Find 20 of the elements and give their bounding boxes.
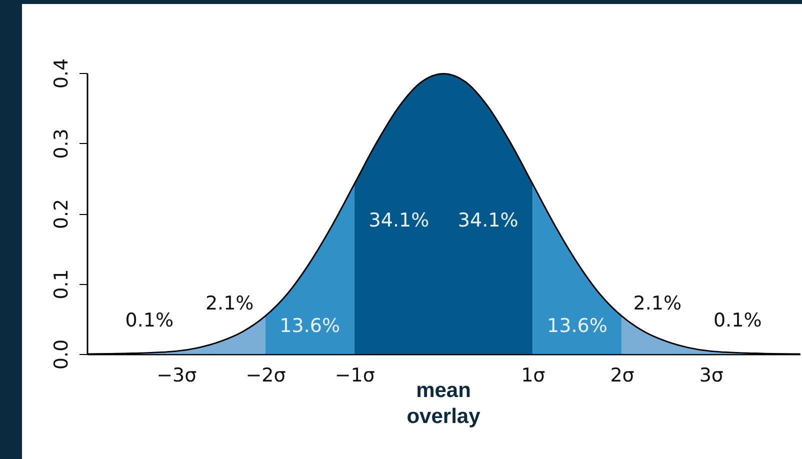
x-tick-label: 2σ — [610, 364, 634, 386]
y-tick-label: 0.2 — [50, 198, 72, 230]
annotation: 2.1% — [633, 292, 682, 314]
x-tick-label: 3σ — [699, 364, 724, 386]
y-tick-label: 0.4 — [50, 58, 72, 89]
y-tick-label: 0.1 — [50, 269, 72, 300]
y-tick-label: 0.0 — [50, 339, 72, 370]
annotation: 13.6% — [547, 314, 608, 337]
x-tick-label: −3σ — [156, 364, 197, 386]
y-tick-label: 0.3 — [50, 128, 72, 159]
annotation: 0.1% — [713, 309, 762, 332]
text: mean overlay — [406, 379, 481, 428]
x-tick-label: −2σ — [246, 364, 286, 386]
annotation: 2.1% — [205, 292, 254, 314]
x-tick-label: −1σ — [334, 364, 375, 386]
annotation: 0.1% — [125, 309, 174, 332]
annotation: 34.1% — [458, 210, 518, 232]
annotation: 34.1% — [368, 210, 430, 232]
annotation: 13.6% — [280, 314, 340, 337]
x-tick-label: 1σ — [521, 364, 546, 386]
